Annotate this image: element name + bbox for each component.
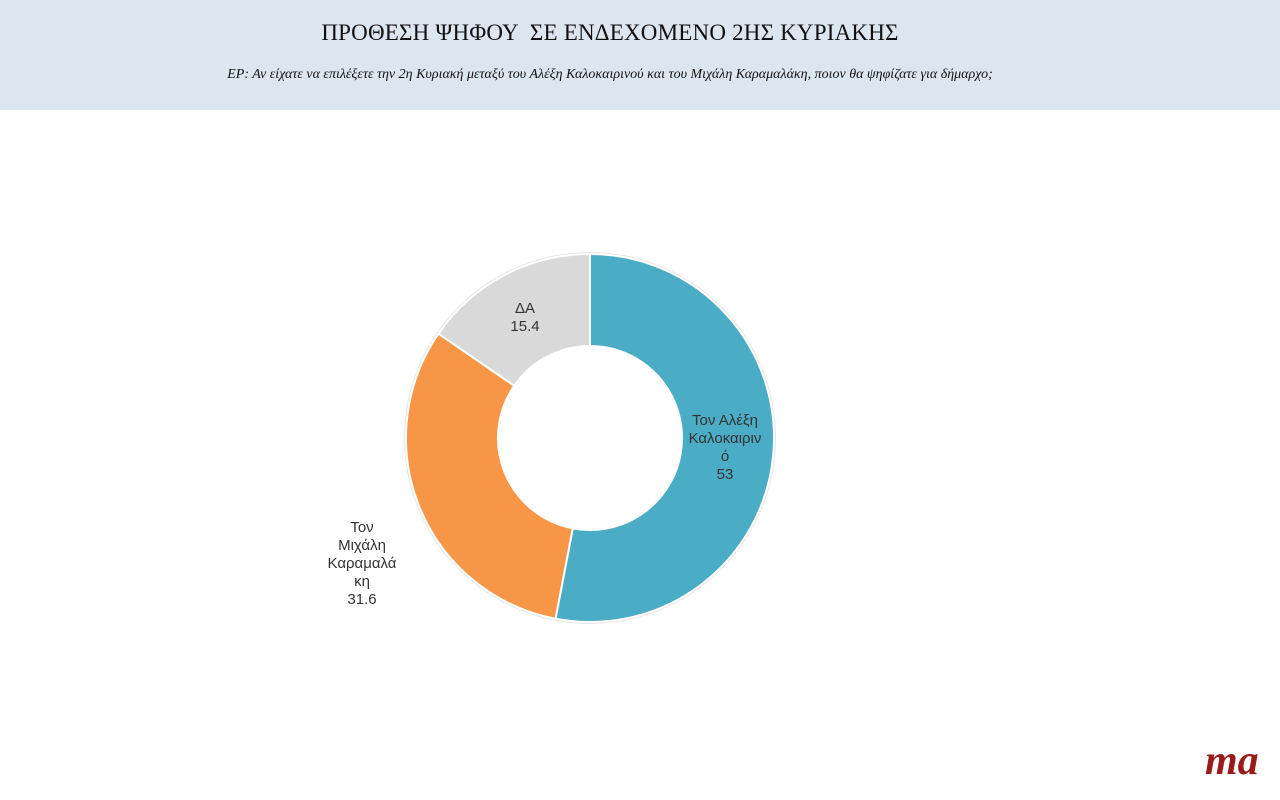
header-banner: ΠΡΟΘΕΣΗ ΨΗΦΟΥ ΣΕ ΕΝΔΕΧΟΜΕΝΟ 2ΗΣ ΚΥΡΙΑΚΗΣ… bbox=[0, 0, 1280, 110]
slice-karamalakis bbox=[405, 332, 574, 620]
slice-label-kalokairinos: Τον Αλέξη Καλοκαιριν ό 53 bbox=[689, 412, 762, 483]
brand-logo: ma bbox=[1205, 738, 1259, 784]
slice-label-da: ΔΑ 15.4 bbox=[510, 300, 539, 335]
donut-slices bbox=[404, 252, 776, 624]
slice-da bbox=[437, 252, 591, 388]
page-title: ΠΡΟΘΕΣΗ ΨΗΦΟΥ ΣΕ ΕΝΔΕΧΟΜΕΝΟ 2ΗΣ ΚΥΡΙΑΚΗΣ bbox=[321, 20, 899, 45]
slice-kalokairinos bbox=[554, 252, 775, 623]
slice-label-karamalakis: Τον Μιχάλη Καραμαλά κη 31.6 bbox=[328, 519, 397, 608]
survey-question: ΕΡ: Αν είχατε να επιλέξετε την 2η Κυριακ… bbox=[227, 67, 993, 82]
donut-labels: Τον Αλέξη Καλοκαιριν ό 53 Τον Μιχάλη Καραμαλά κ… bbox=[328, 300, 762, 608]
